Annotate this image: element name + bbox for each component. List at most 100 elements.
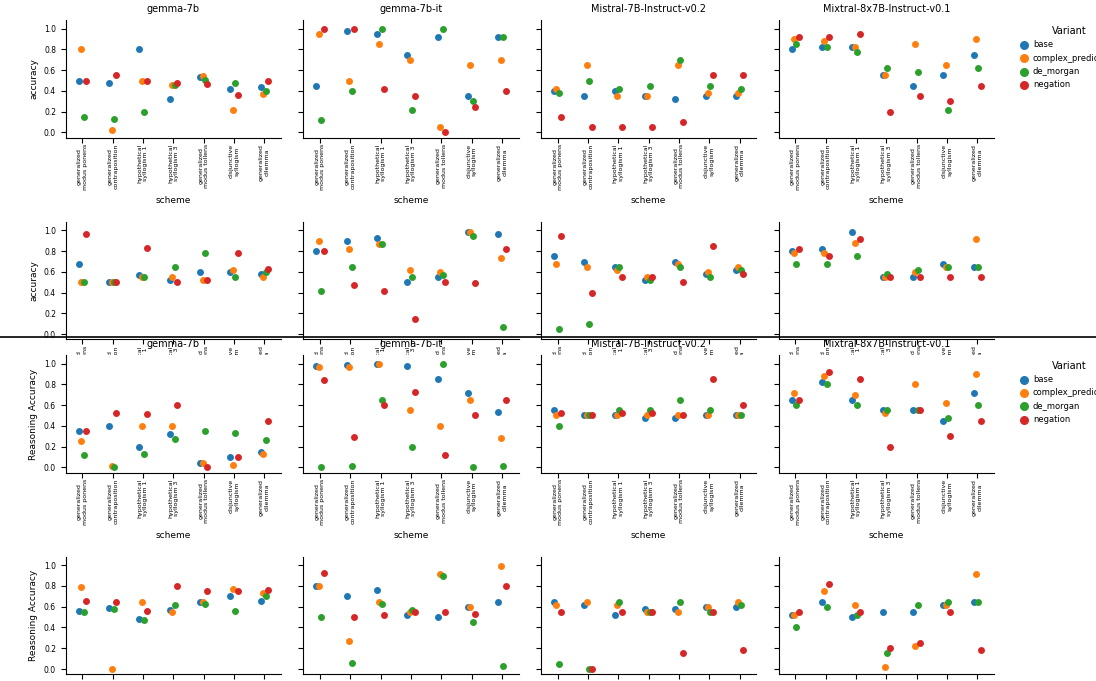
Point	[846, 42, 864, 53]
Point	[370, 596, 388, 607]
Point	[256, 591, 274, 602]
Point	[312, 612, 330, 622]
Point	[818, 258, 835, 269]
Point	[785, 33, 802, 44]
Point	[967, 33, 984, 44]
Point	[641, 607, 659, 618]
Point	[345, 432, 363, 443]
Point	[935, 258, 952, 269]
Point	[815, 248, 833, 259]
Point	[608, 410, 626, 421]
Point	[308, 360, 326, 371]
Point	[701, 607, 719, 618]
Point	[256, 86, 274, 97]
Point	[341, 635, 358, 646]
Point	[338, 591, 355, 602]
Point	[229, 90, 247, 101]
Point	[550, 420, 568, 431]
Point	[575, 599, 593, 610]
Point	[229, 586, 247, 597]
Point	[548, 258, 566, 269]
Point	[72, 276, 90, 287]
Point	[399, 609, 416, 620]
Point	[610, 262, 628, 272]
Legend: base, complex_predicates, de_morgan, negation: base, complex_predicates, de_morgan, neg…	[1020, 25, 1096, 91]
Point	[727, 264, 744, 275]
Point	[403, 441, 421, 452]
Point	[699, 410, 717, 421]
Point	[669, 60, 686, 71]
Point	[461, 60, 479, 71]
Point	[818, 42, 835, 53]
Point	[401, 607, 419, 618]
Point	[373, 598, 390, 609]
Point	[101, 276, 118, 287]
Point	[970, 63, 987, 74]
Point	[169, 77, 186, 88]
Point	[133, 272, 150, 283]
Point	[790, 607, 808, 618]
Point	[970, 400, 987, 411]
Point	[639, 272, 657, 283]
X-axis label: Scheme: Scheme	[156, 398, 192, 407]
Point	[461, 227, 479, 238]
Point	[606, 86, 624, 97]
Point	[641, 274, 659, 285]
Point	[876, 408, 893, 419]
Point	[909, 67, 926, 78]
Point	[813, 244, 831, 255]
Point	[260, 75, 277, 86]
Point	[107, 408, 125, 419]
Point	[704, 607, 721, 618]
Point	[101, 420, 118, 431]
Point	[578, 596, 595, 607]
X-axis label: Scheme: Scheme	[630, 398, 666, 407]
Point	[732, 264, 750, 275]
Point	[130, 614, 148, 624]
Point	[636, 274, 653, 285]
Point	[401, 264, 419, 275]
Point	[75, 276, 92, 287]
Point	[315, 23, 332, 34]
Point	[130, 44, 148, 55]
Point	[368, 29, 386, 39]
Point	[850, 374, 868, 385]
Point	[434, 358, 452, 369]
Point	[636, 603, 653, 614]
Point	[813, 596, 831, 607]
Point	[846, 390, 864, 400]
Point	[196, 598, 214, 609]
Point	[260, 415, 277, 426]
X-axis label: scheme: scheme	[631, 195, 666, 205]
Point	[136, 615, 153, 626]
Point	[701, 272, 719, 283]
Point	[434, 270, 452, 281]
Point	[133, 596, 150, 607]
Point	[912, 637, 929, 648]
Point	[666, 603, 684, 614]
Point	[674, 410, 692, 421]
Point	[138, 409, 156, 420]
X-axis label: scheme: scheme	[156, 195, 191, 205]
X-axis label: scheme: scheme	[393, 195, 429, 205]
X-axis label: scheme: scheme	[156, 530, 191, 539]
Point	[434, 570, 452, 581]
Point	[401, 405, 419, 415]
Point	[467, 278, 484, 289]
Point	[310, 580, 328, 591]
Point	[399, 360, 416, 371]
Point	[432, 420, 449, 431]
Title: Mixtral-8x7B-Instruct-v0.1: Mixtral-8x7B-Instruct-v0.1	[822, 4, 950, 14]
Point	[669, 258, 686, 269]
Point	[697, 410, 715, 421]
Point	[196, 426, 214, 437]
Point	[904, 80, 922, 91]
Point	[308, 80, 326, 91]
Point	[552, 230, 570, 241]
Point	[575, 256, 593, 267]
Point	[879, 405, 897, 415]
Point	[221, 452, 239, 462]
Point	[606, 410, 624, 421]
Point	[192, 72, 209, 83]
Point	[815, 370, 833, 381]
